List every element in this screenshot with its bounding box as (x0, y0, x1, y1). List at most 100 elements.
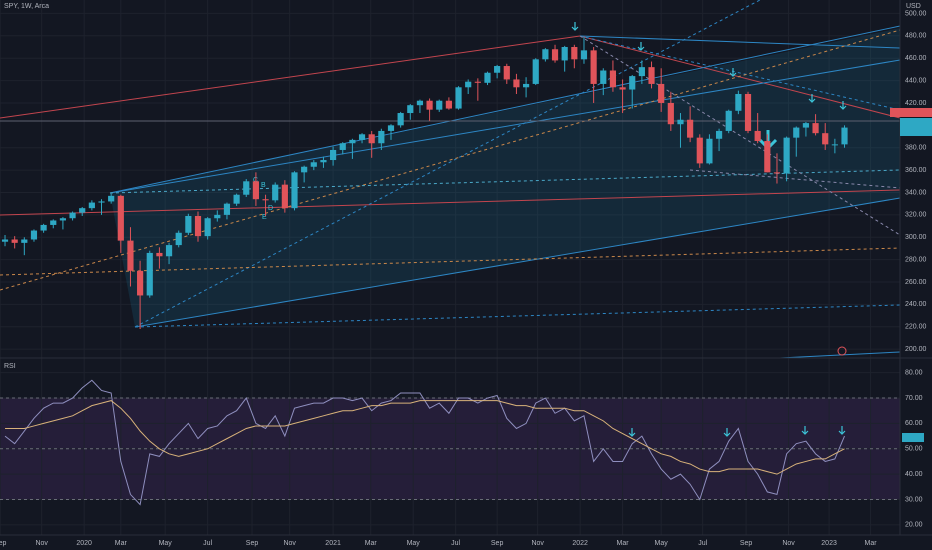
arrow (628, 428, 636, 437)
candle-body (783, 137, 790, 174)
y-tick-label: 200.00 (905, 346, 927, 353)
currency: USD (906, 3, 921, 10)
candle-body (175, 232, 182, 246)
x-tick-label: Nov (283, 540, 296, 547)
pattern-label: D (268, 205, 273, 212)
y-tick-label: 50.00 (905, 446, 923, 453)
candle-body (600, 70, 607, 84)
candle-body (416, 100, 424, 106)
rsi-flag (902, 433, 924, 442)
candle-body (648, 67, 655, 84)
candle-body (40, 224, 47, 231)
candle-body (687, 119, 694, 138)
y-tick-label: 30.00 (905, 496, 923, 503)
candle-body (551, 49, 559, 61)
y-tick-label: 280.00 (905, 256, 927, 263)
candle-body (397, 113, 404, 126)
candle-body (580, 50, 588, 60)
candle-body (194, 215, 202, 237)
candle-body (696, 137, 703, 164)
trend-line (579, 35, 901, 49)
candle-body (638, 67, 645, 77)
x-tick-label: 2020 (76, 540, 92, 547)
candle-body (272, 184, 279, 201)
trend-line (134, 197, 901, 328)
candle-body (764, 141, 771, 173)
y-tick-label: 260.00 (905, 279, 927, 286)
arrow (808, 94, 816, 103)
candle-body (822, 133, 829, 145)
candle-body (320, 160, 327, 163)
candle-body (301, 166, 308, 173)
x-tick-label: Mar (115, 540, 128, 547)
x-tick-label: Jul (451, 540, 460, 547)
x-tick-label: May (655, 540, 669, 547)
candle-body (841, 127, 848, 145)
candle-body (108, 195, 115, 202)
y-tick-label: 80.00 (905, 370, 923, 377)
y-tick-label: 360.00 (905, 167, 927, 174)
candle-body (165, 245, 173, 257)
candle-body (156, 252, 163, 257)
candle-body (262, 199, 269, 201)
candle-body (310, 162, 317, 167)
candle-body (252, 181, 259, 200)
price-flag (900, 118, 932, 136)
candle-body (465, 81, 472, 88)
trend-line (109, 25, 901, 194)
x-tick-label: Mar (617, 540, 630, 547)
arrow (571, 22, 579, 31)
pattern-label: B (261, 182, 266, 189)
candle-body (185, 215, 192, 233)
candle-body (281, 184, 288, 209)
candle-body (137, 270, 144, 296)
x-tick-label: Sep (246, 540, 259, 547)
x-tick-label: Nov (35, 540, 48, 547)
arrow (838, 426, 846, 435)
x-tick-label: Nov (782, 540, 795, 547)
candle-body (831, 144, 838, 146)
candle-body (368, 134, 375, 144)
candle-body (146, 252, 153, 296)
candle-body (812, 123, 819, 134)
rsi-line (5, 400, 845, 475)
x-tick-label: Jul (203, 540, 212, 547)
candle-body (11, 239, 18, 243)
candle-body (21, 239, 28, 243)
candle-body (59, 218, 67, 221)
candle-body (619, 87, 626, 90)
trend-line (689, 169, 901, 189)
candle-body (609, 70, 617, 88)
candle-body (513, 79, 520, 88)
pitchfork-fill (110, 28, 900, 327)
y-tick-label: 500.00 (905, 10, 927, 17)
candle-body (127, 240, 134, 271)
arrow (839, 101, 847, 110)
candle-body (542, 49, 549, 60)
candle-body (802, 123, 810, 128)
candle-body (50, 220, 57, 225)
trend-line (109, 59, 901, 194)
y-tick-label: 60.00 (905, 420, 923, 427)
trend-line (579, 35, 901, 119)
y-tick-label: 420.00 (905, 100, 927, 107)
trend-line (134, 304, 901, 328)
candle-body (503, 66, 510, 80)
candle-body (677, 119, 684, 125)
trend-line (0, 29, 901, 291)
y-tick-label: 20.00 (905, 522, 923, 529)
candle-body (474, 81, 481, 83)
x-tick-label: Mar (365, 540, 378, 547)
trend-line (0, 189, 901, 216)
candle-body (571, 47, 578, 60)
candle-body (204, 218, 211, 237)
candle-body (387, 125, 395, 131)
candle-body (223, 203, 231, 215)
candle-body (455, 87, 462, 109)
arrow (801, 426, 809, 435)
candle-body (561, 47, 568, 61)
arrow (637, 42, 645, 51)
candle-body (358, 134, 366, 140)
candle-body (214, 214, 221, 219)
y-tick-label: 380.00 (905, 145, 927, 152)
